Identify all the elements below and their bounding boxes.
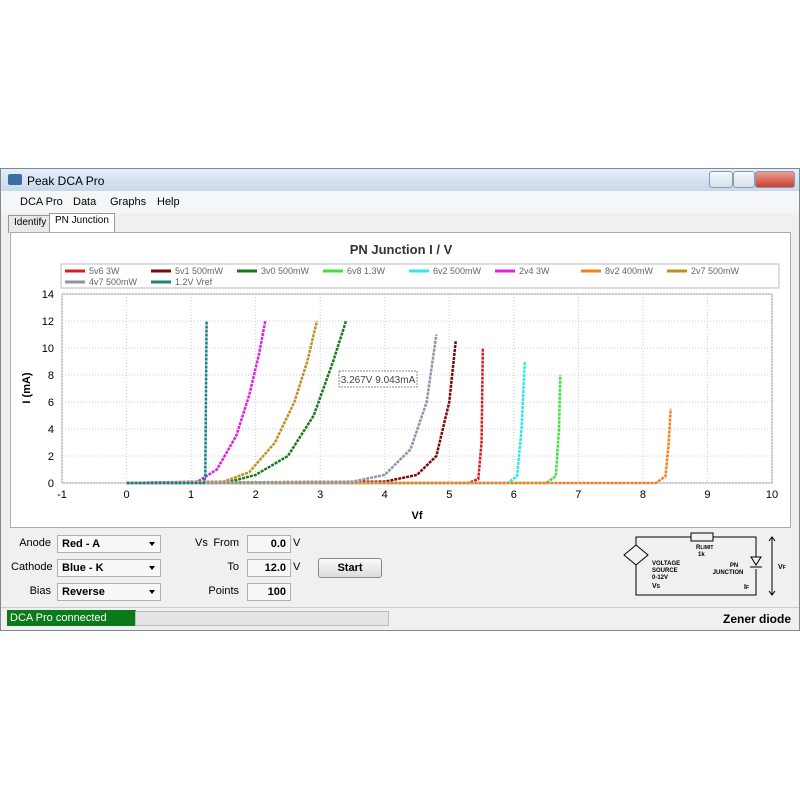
legend-label: 6v2 500mW xyxy=(433,266,482,276)
from-input[interactable]: 0.0 xyxy=(247,535,291,553)
tooltip-box xyxy=(338,370,418,388)
legend-label: 5v1 500mW xyxy=(175,266,224,276)
y-tick-label: 0 xyxy=(48,478,54,490)
control-label: From xyxy=(213,537,239,549)
legend-label: 2v4 3W xyxy=(519,266,550,276)
legend-label: 6v8 1.3W xyxy=(347,266,386,276)
app-window: Peak DCA Pro DCA Pro Data Graphs Help Id… xyxy=(0,168,800,631)
chart-title: PN Junction I / V xyxy=(350,242,453,257)
y-tick-label: 4 xyxy=(48,424,54,436)
legend-box xyxy=(60,263,780,289)
x-tick-label: 7 xyxy=(575,489,581,501)
diagram-label: RLIMIT xyxy=(696,545,713,551)
diagram-label: PN xyxy=(730,563,738,569)
menu-item[interactable]: DCA Pro xyxy=(20,196,63,208)
bias-combo[interactable]: Reverse xyxy=(57,583,161,601)
y-tick-label: 8 xyxy=(48,370,54,382)
status-bar: DCA Pro connected Zener diode xyxy=(1,607,799,629)
control-label: Points xyxy=(208,585,239,597)
series-line xyxy=(126,374,562,485)
control-label: Vs xyxy=(195,537,208,549)
series-line xyxy=(126,320,208,485)
x-axis-label: Vf xyxy=(412,510,423,522)
series-line xyxy=(126,320,348,485)
control-label: To xyxy=(227,561,239,573)
app-icon xyxy=(8,174,22,185)
y-tick-label: 10 xyxy=(42,343,54,355)
menu-item[interactable]: Help xyxy=(157,196,180,208)
start-button[interactable]: Start xyxy=(318,558,382,578)
diagram-label: SOURCE xyxy=(652,568,678,574)
legend-label: 4v7 500mW xyxy=(89,277,138,287)
series-line xyxy=(126,320,267,485)
series-line xyxy=(126,341,457,485)
series-line xyxy=(126,334,438,485)
x-tick-label: 10 xyxy=(766,489,778,501)
y-tick-label: 2 xyxy=(48,451,54,463)
points-input[interactable]: 100 xyxy=(247,583,291,601)
x-tick-label: 4 xyxy=(382,489,388,501)
status-text: Zener diode xyxy=(722,612,791,626)
legend-label: 3v0 500mW xyxy=(261,266,310,276)
close-button[interactable] xyxy=(755,171,795,188)
diagram-label: IF xyxy=(744,584,749,591)
status-text: DCA Pro connected xyxy=(7,610,136,626)
tab-active[interactable]: PN Junction xyxy=(49,213,115,233)
x-tick-label: 1 xyxy=(188,489,194,501)
window-title: Peak DCA Pro xyxy=(27,174,105,188)
unit-label: V xyxy=(293,561,301,573)
x-tick-label: 0 xyxy=(123,489,129,501)
chart: PN Junction I / V 5v6 3W 5v1 500mW 3v0 500m… xyxy=(21,242,780,522)
diagram-label: 1k xyxy=(698,552,705,558)
y-tick-label: 12 xyxy=(42,316,54,328)
legend-label: 8v2 400mW xyxy=(605,266,654,276)
diagram-label: JUNCTION xyxy=(713,570,744,576)
diagram-label: VOLTAGE xyxy=(652,561,680,567)
diagram-label: VF xyxy=(778,564,786,571)
series-line xyxy=(126,408,672,485)
menu-item[interactable]: Graphs xyxy=(110,196,147,208)
control-label: Cathode xyxy=(11,561,53,573)
tooltip-text: 3.267V 9.043mA xyxy=(341,375,416,386)
y-tick-label: 14 xyxy=(42,289,54,301)
plot-area xyxy=(61,293,773,484)
anode-combo[interactable]: Red - A xyxy=(57,535,161,553)
x-tick-label: 2 xyxy=(253,489,259,501)
legend-label: 5v6 3W xyxy=(89,266,120,276)
circuit-wires xyxy=(623,532,776,596)
title-bar: Peak DCA Pro xyxy=(1,169,799,191)
control-label: Anode xyxy=(19,537,51,549)
x-tick-label: -1 xyxy=(57,489,67,501)
x-tick-label: 3 xyxy=(317,489,323,501)
to-input[interactable]: 12.0 xyxy=(247,559,291,577)
x-tick-label: 9 xyxy=(704,489,710,501)
menu-bar: DCA Pro Data Graphs Help xyxy=(1,191,799,213)
tab[interactable]: Identify xyxy=(8,215,53,233)
unit-label: V xyxy=(293,537,301,549)
cathode-combo[interactable]: Blue - K xyxy=(57,559,161,577)
y-tick-label: 6 xyxy=(48,397,54,409)
x-tick-label: 6 xyxy=(511,489,517,501)
legend-label: 1.2V Vref xyxy=(175,277,213,287)
diagram-label: VS xyxy=(652,583,661,590)
diagram-label: 0-12V xyxy=(652,575,668,581)
circuit-diagram: RLIMIT 1k VOLTAGE SOURCE 0-12V VS PN JUN… xyxy=(623,532,786,596)
y-axis-label: I (mA) xyxy=(21,372,33,404)
menu-item[interactable]: Data xyxy=(73,196,97,208)
x-tick-label: 8 xyxy=(640,489,646,501)
progress-bar xyxy=(135,611,389,626)
legend-label: 2v7 500mW xyxy=(691,266,740,276)
x-tick-label: 5 xyxy=(446,489,452,501)
control-label: Bias xyxy=(29,585,51,597)
chart-panel: PN Junction I / V 5v6 3W 5v1 500mW 3v0 500m… xyxy=(10,232,791,528)
maximize-button[interactable] xyxy=(733,171,755,188)
minimize-button[interactable] xyxy=(709,171,733,188)
